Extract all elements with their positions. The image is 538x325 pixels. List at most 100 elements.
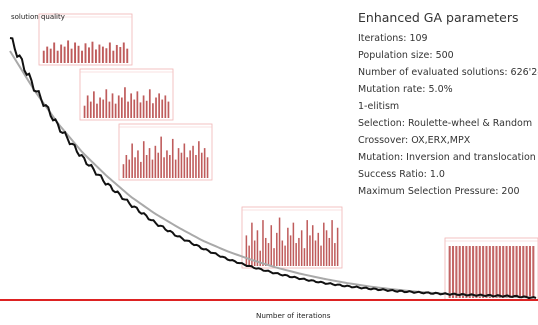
param-crossover: Crossover: OX,ERX,MPX [358,135,471,146]
histogram-bar [125,155,128,178]
histogram-bar [505,246,508,298]
histogram-bar [276,232,278,266]
best-quality-curve [9,37,537,300]
histogram-bar [518,246,521,298]
histogram-bar [198,141,200,178]
population-histograms [38,13,538,301]
histogram-bar [292,222,295,266]
histogram-bar [56,50,59,63]
histogram-bar [485,246,488,298]
histogram-bar [136,91,139,118]
histogram-bar [259,250,261,266]
histogram-bar [84,43,87,63]
histogram-bar [186,157,189,178]
histogram-bar [270,225,273,266]
histogram-bar [137,150,139,178]
histogram-bar [245,235,248,266]
histogram-bar [140,161,142,178]
histogram-bar [256,230,259,266]
histogram-bar [142,141,145,178]
histogram-bar [264,237,267,266]
histogram-bar [127,101,129,118]
histogram-bar [482,246,485,298]
histogram-bar [131,143,133,178]
histogram-bar [298,237,300,266]
param-population-size: Population size: 500 [358,50,454,61]
histogram-bar [108,42,111,63]
histogram-bar [74,42,77,63]
histogram-bar [94,49,97,63]
histogram-bar [117,95,120,118]
histogram-bar [119,47,122,63]
histogram-bar [148,89,151,118]
histogram-bar [306,220,308,266]
histogram-bar [83,105,86,118]
histogram-bar [145,155,148,178]
histogram-bar [281,240,284,266]
histogram-bar [495,246,498,298]
histogram-bar [126,48,129,63]
histogram-bar [177,148,180,178]
histogram-bar [273,248,275,266]
histogram-bar [91,41,94,63]
histogram-bar [189,150,191,178]
histogram-bar [262,220,264,266]
histogram-bar [206,157,209,178]
histogram-bar [171,138,174,178]
histogram-bar [164,95,167,118]
histogram-frame [118,123,213,181]
histogram-bar [478,246,481,298]
histogram-bar [60,44,63,63]
histogram-bar [303,248,306,266]
histogram-bar [169,155,171,178]
histogram-bar [155,97,157,118]
histogram-bar [67,40,70,63]
param-evaluated-solutions: Number of evaluated solutions: 626'246 [358,67,538,78]
histogram-bar [142,95,145,118]
histogram-bar [498,246,501,298]
histogram-bar [253,240,256,266]
histogram-bar [334,243,336,266]
population-histogram-iter-60 [241,206,343,269]
histogram-bar [145,100,148,118]
histogram-bar [475,246,478,298]
histogram-bar [120,97,123,118]
histogram-bar [522,246,525,298]
histogram-bar [192,145,194,178]
histogram-bar [122,42,125,63]
quality-curves [0,37,538,301]
param-mutation-rate: Mutation rate: 5.0% [358,84,453,95]
histogram-bar [289,235,292,266]
histogram-bar [251,222,253,266]
histogram-bar [77,45,80,63]
param-mutation: Mutation: Inversion and translocation [358,152,536,163]
histogram-bar [154,145,157,178]
histogram-bar [512,246,515,298]
histogram-bar [115,44,118,63]
histogram-bar [167,101,170,118]
histogram-bar [468,246,471,298]
histogram-bar [311,225,314,266]
histogram-bar [148,148,151,178]
histogram-bar [160,136,162,178]
histogram-bar [300,230,303,266]
histogram-bar [267,243,270,266]
param-max-selection-pressure: Maximum Selection Pressure: 200 [358,186,520,197]
histogram-bar [183,143,186,178]
histogram-bar [122,164,125,178]
histogram-bar [195,155,197,178]
histogram-bar [462,246,465,298]
histogram-bar [96,103,98,118]
histogram-bar [46,46,49,63]
histogram-frame [241,206,343,269]
histogram-bar [328,237,331,266]
histogram-bar [151,159,154,178]
histogram-bar [314,240,317,266]
population-histogram-iter-20 [79,68,174,121]
histogram-bar [448,246,451,298]
histogram-bar [42,50,45,63]
histogram-bar [101,46,104,63]
histogram-bar [295,243,297,266]
histogram-bar [309,235,311,266]
